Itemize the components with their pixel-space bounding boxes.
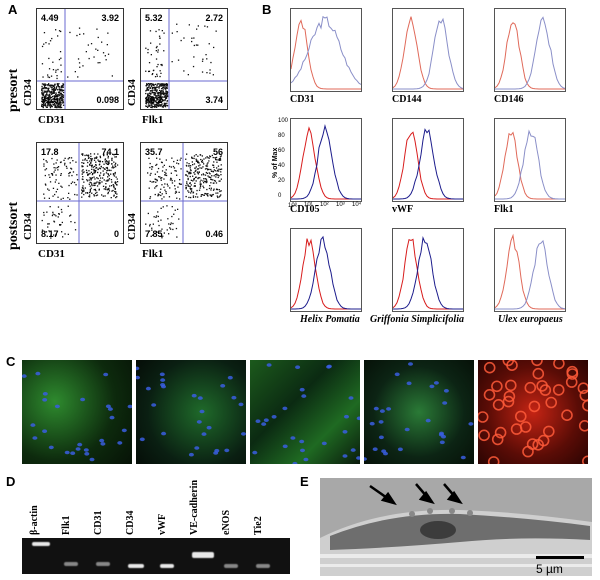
histogram-label: CD105 bbox=[290, 204, 320, 215]
quadrant-value: 91.5 bbox=[41, 95, 59, 105]
histogram-y-tick: 80 bbox=[278, 133, 285, 139]
quadrant-value: 7.85 bbox=[145, 229, 163, 239]
histogram bbox=[290, 8, 362, 92]
quadrant-value: 4.49 bbox=[41, 13, 59, 23]
quadrant-value: 8.17 bbox=[41, 229, 59, 239]
flow-x-axis-label: CD31 bbox=[38, 114, 65, 126]
gel-band bbox=[32, 542, 50, 546]
histogram-label: CD146 bbox=[494, 94, 524, 105]
quadrant-value: 56 bbox=[212, 147, 223, 157]
flow-y-axis-label: CD34 bbox=[126, 213, 138, 240]
histogram-y-tick: 20 bbox=[278, 178, 285, 184]
postsort-label: postsort bbox=[6, 201, 21, 250]
gel-lane-label: eNOS bbox=[221, 510, 232, 535]
histogram-label: Flk1 bbox=[494, 204, 514, 215]
histogram-x-tick: 10¹ bbox=[304, 202, 313, 208]
flow-plot: 4.49 3.92 91.5 0.098 bbox=[36, 8, 124, 110]
fluorescence-image bbox=[136, 360, 246, 464]
histogram-x-tick: 10⁰ bbox=[288, 203, 298, 209]
quadrant-value: 17.8 bbox=[41, 147, 59, 157]
histogram-y-tick: 60 bbox=[278, 148, 285, 154]
histogram-label: Griffonia Simplicifolia bbox=[370, 314, 464, 325]
gel-band bbox=[224, 564, 238, 568]
histogram bbox=[290, 228, 362, 312]
quadrant-value: 3.74 bbox=[205, 95, 223, 105]
gel-lane-label: vWF bbox=[157, 513, 168, 535]
histogram bbox=[494, 118, 566, 202]
gel-lane-label: β-actin bbox=[29, 505, 40, 535]
histogram-label: Ulex europaeus bbox=[498, 314, 563, 325]
scale-bar-label: 5 µm bbox=[536, 562, 563, 576]
flow-y-axis-label: CD34 bbox=[22, 213, 34, 240]
histogram-label: CD144 bbox=[392, 94, 422, 105]
fluorescence-image bbox=[478, 360, 588, 464]
flow-y-axis-label: CD34 bbox=[126, 79, 138, 106]
histogram bbox=[494, 228, 566, 312]
panel-c-letter: C bbox=[6, 354, 16, 369]
quadrant-value: 2.72 bbox=[205, 13, 223, 23]
histogram-x-tick: 10² bbox=[320, 202, 329, 208]
gel-lane-label: CD31 bbox=[93, 510, 104, 535]
gel-image bbox=[22, 538, 290, 574]
gel-band bbox=[192, 552, 214, 558]
gel-band bbox=[128, 564, 144, 568]
histogram-label: vWF bbox=[392, 204, 414, 215]
histogram-label: Helix Pomatia bbox=[300, 314, 360, 325]
flow-x-axis-label: Flk1 bbox=[142, 114, 164, 126]
gel-lane-label: Flk1 bbox=[61, 515, 72, 535]
quadrant-value: 88.2 bbox=[145, 95, 163, 105]
quadrant-value: 0.098 bbox=[96, 95, 119, 105]
histogram-label: CD31 bbox=[290, 94, 315, 105]
histogram-y-tick: 100 bbox=[278, 118, 289, 124]
flow-x-axis-label: Flk1 bbox=[142, 248, 164, 260]
gel-band bbox=[256, 564, 270, 568]
gel-lane-label: VE-cadherin bbox=[189, 480, 200, 535]
quadrant-value: 35.7 bbox=[145, 147, 163, 157]
gel-lane-label: Tie2 bbox=[253, 516, 264, 535]
panel-e-letter: E bbox=[300, 474, 309, 489]
flow-plot: 17.8 74.1 8.17 0 bbox=[36, 142, 124, 244]
fluorescence-image bbox=[364, 360, 474, 464]
quadrant-value: 74.1 bbox=[101, 147, 119, 157]
flow-plot: 5.32 2.72 88.2 3.74 bbox=[140, 8, 228, 110]
quadrant-value: 0.46 bbox=[205, 229, 223, 239]
histogram-y-tick: 0 bbox=[278, 193, 282, 199]
panel-d-letter: D bbox=[6, 474, 16, 489]
histogram bbox=[392, 228, 464, 312]
histogram-y-tick: 40 bbox=[278, 163, 285, 169]
flow-plot: 35.7 56 7.85 0.46 bbox=[140, 142, 228, 244]
em-cell bbox=[320, 478, 592, 576]
quadrant-value: 0 bbox=[113, 229, 119, 239]
quadrant-value: 3.92 bbox=[101, 13, 119, 23]
fluorescence-image bbox=[22, 360, 132, 464]
histogram bbox=[290, 118, 362, 202]
histogram bbox=[494, 8, 566, 92]
fluorescence-image bbox=[250, 360, 360, 464]
panel-b-letter: B bbox=[262, 2, 272, 17]
panel-a-letter: A bbox=[8, 2, 18, 17]
em-image bbox=[320, 478, 592, 576]
quadrant-value: 5.32 bbox=[145, 13, 163, 23]
gel-lane-label: CD34 bbox=[125, 510, 136, 535]
histogram-x-tick: 10³ bbox=[336, 202, 345, 208]
flow-x-axis-label: CD31 bbox=[38, 248, 65, 260]
presort-label: presort bbox=[6, 68, 21, 112]
gel-band bbox=[160, 564, 174, 568]
gel-band bbox=[64, 562, 78, 566]
flow-y-axis-label: CD34 bbox=[22, 79, 34, 106]
histogram-x-tick: 10⁴ bbox=[352, 202, 362, 208]
gel-band bbox=[96, 562, 110, 566]
histogram bbox=[392, 118, 464, 202]
histogram bbox=[392, 8, 464, 92]
